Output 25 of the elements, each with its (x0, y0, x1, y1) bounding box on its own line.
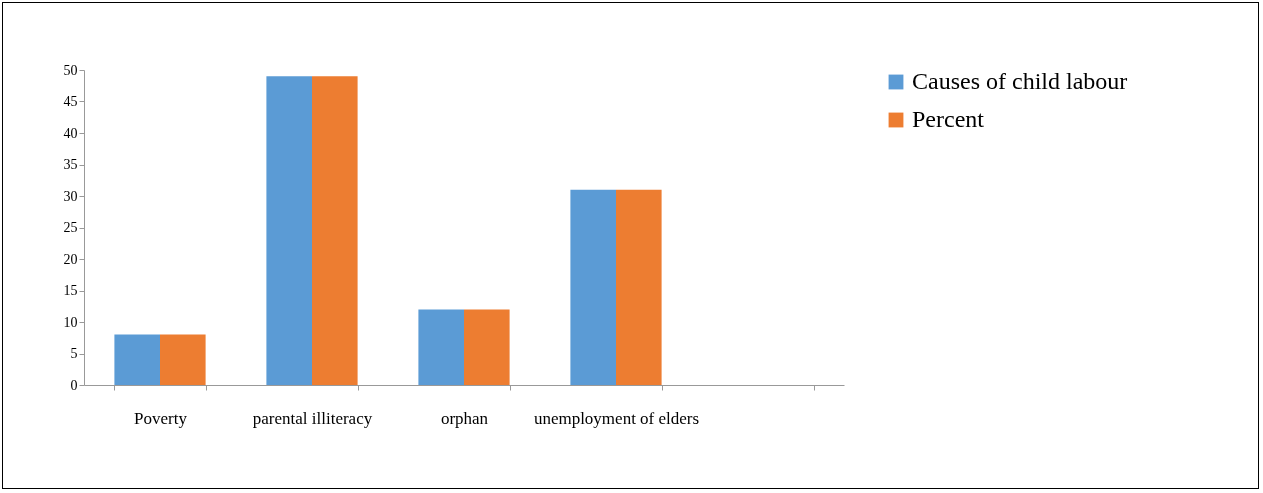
y-tick-label: 30 (63, 188, 78, 204)
bar (616, 189, 662, 385)
x-tick-label: parental illiteracy (252, 408, 373, 428)
bar (570, 189, 616, 385)
bar (114, 334, 160, 385)
bar (266, 76, 312, 385)
y-tick-label: 50 (63, 62, 78, 78)
y-tick-label: 5 (70, 346, 78, 361)
y-tick-label: 45 (63, 94, 78, 109)
bar (464, 309, 510, 385)
y-tick-label: 0 (70, 377, 78, 393)
x-tick-label: orphan (440, 408, 489, 428)
y-tick-label: 35 (63, 157, 78, 172)
y-tick-label: 25 (63, 220, 78, 235)
y-tick-label: 10 (63, 314, 78, 330)
y-tick-label: 20 (63, 251, 78, 267)
bar (312, 76, 358, 385)
bar (418, 309, 464, 385)
y-tick-label: 15 (63, 283, 78, 298)
x-tick-label: unemployment of elders (533, 408, 700, 428)
legend-label: Percent (912, 106, 985, 132)
x-tick-label: Poverty (134, 408, 188, 428)
legend-label: Causes of child labour (912, 68, 1128, 94)
y-tick-label: 40 (63, 125, 78, 141)
bar (160, 334, 206, 385)
